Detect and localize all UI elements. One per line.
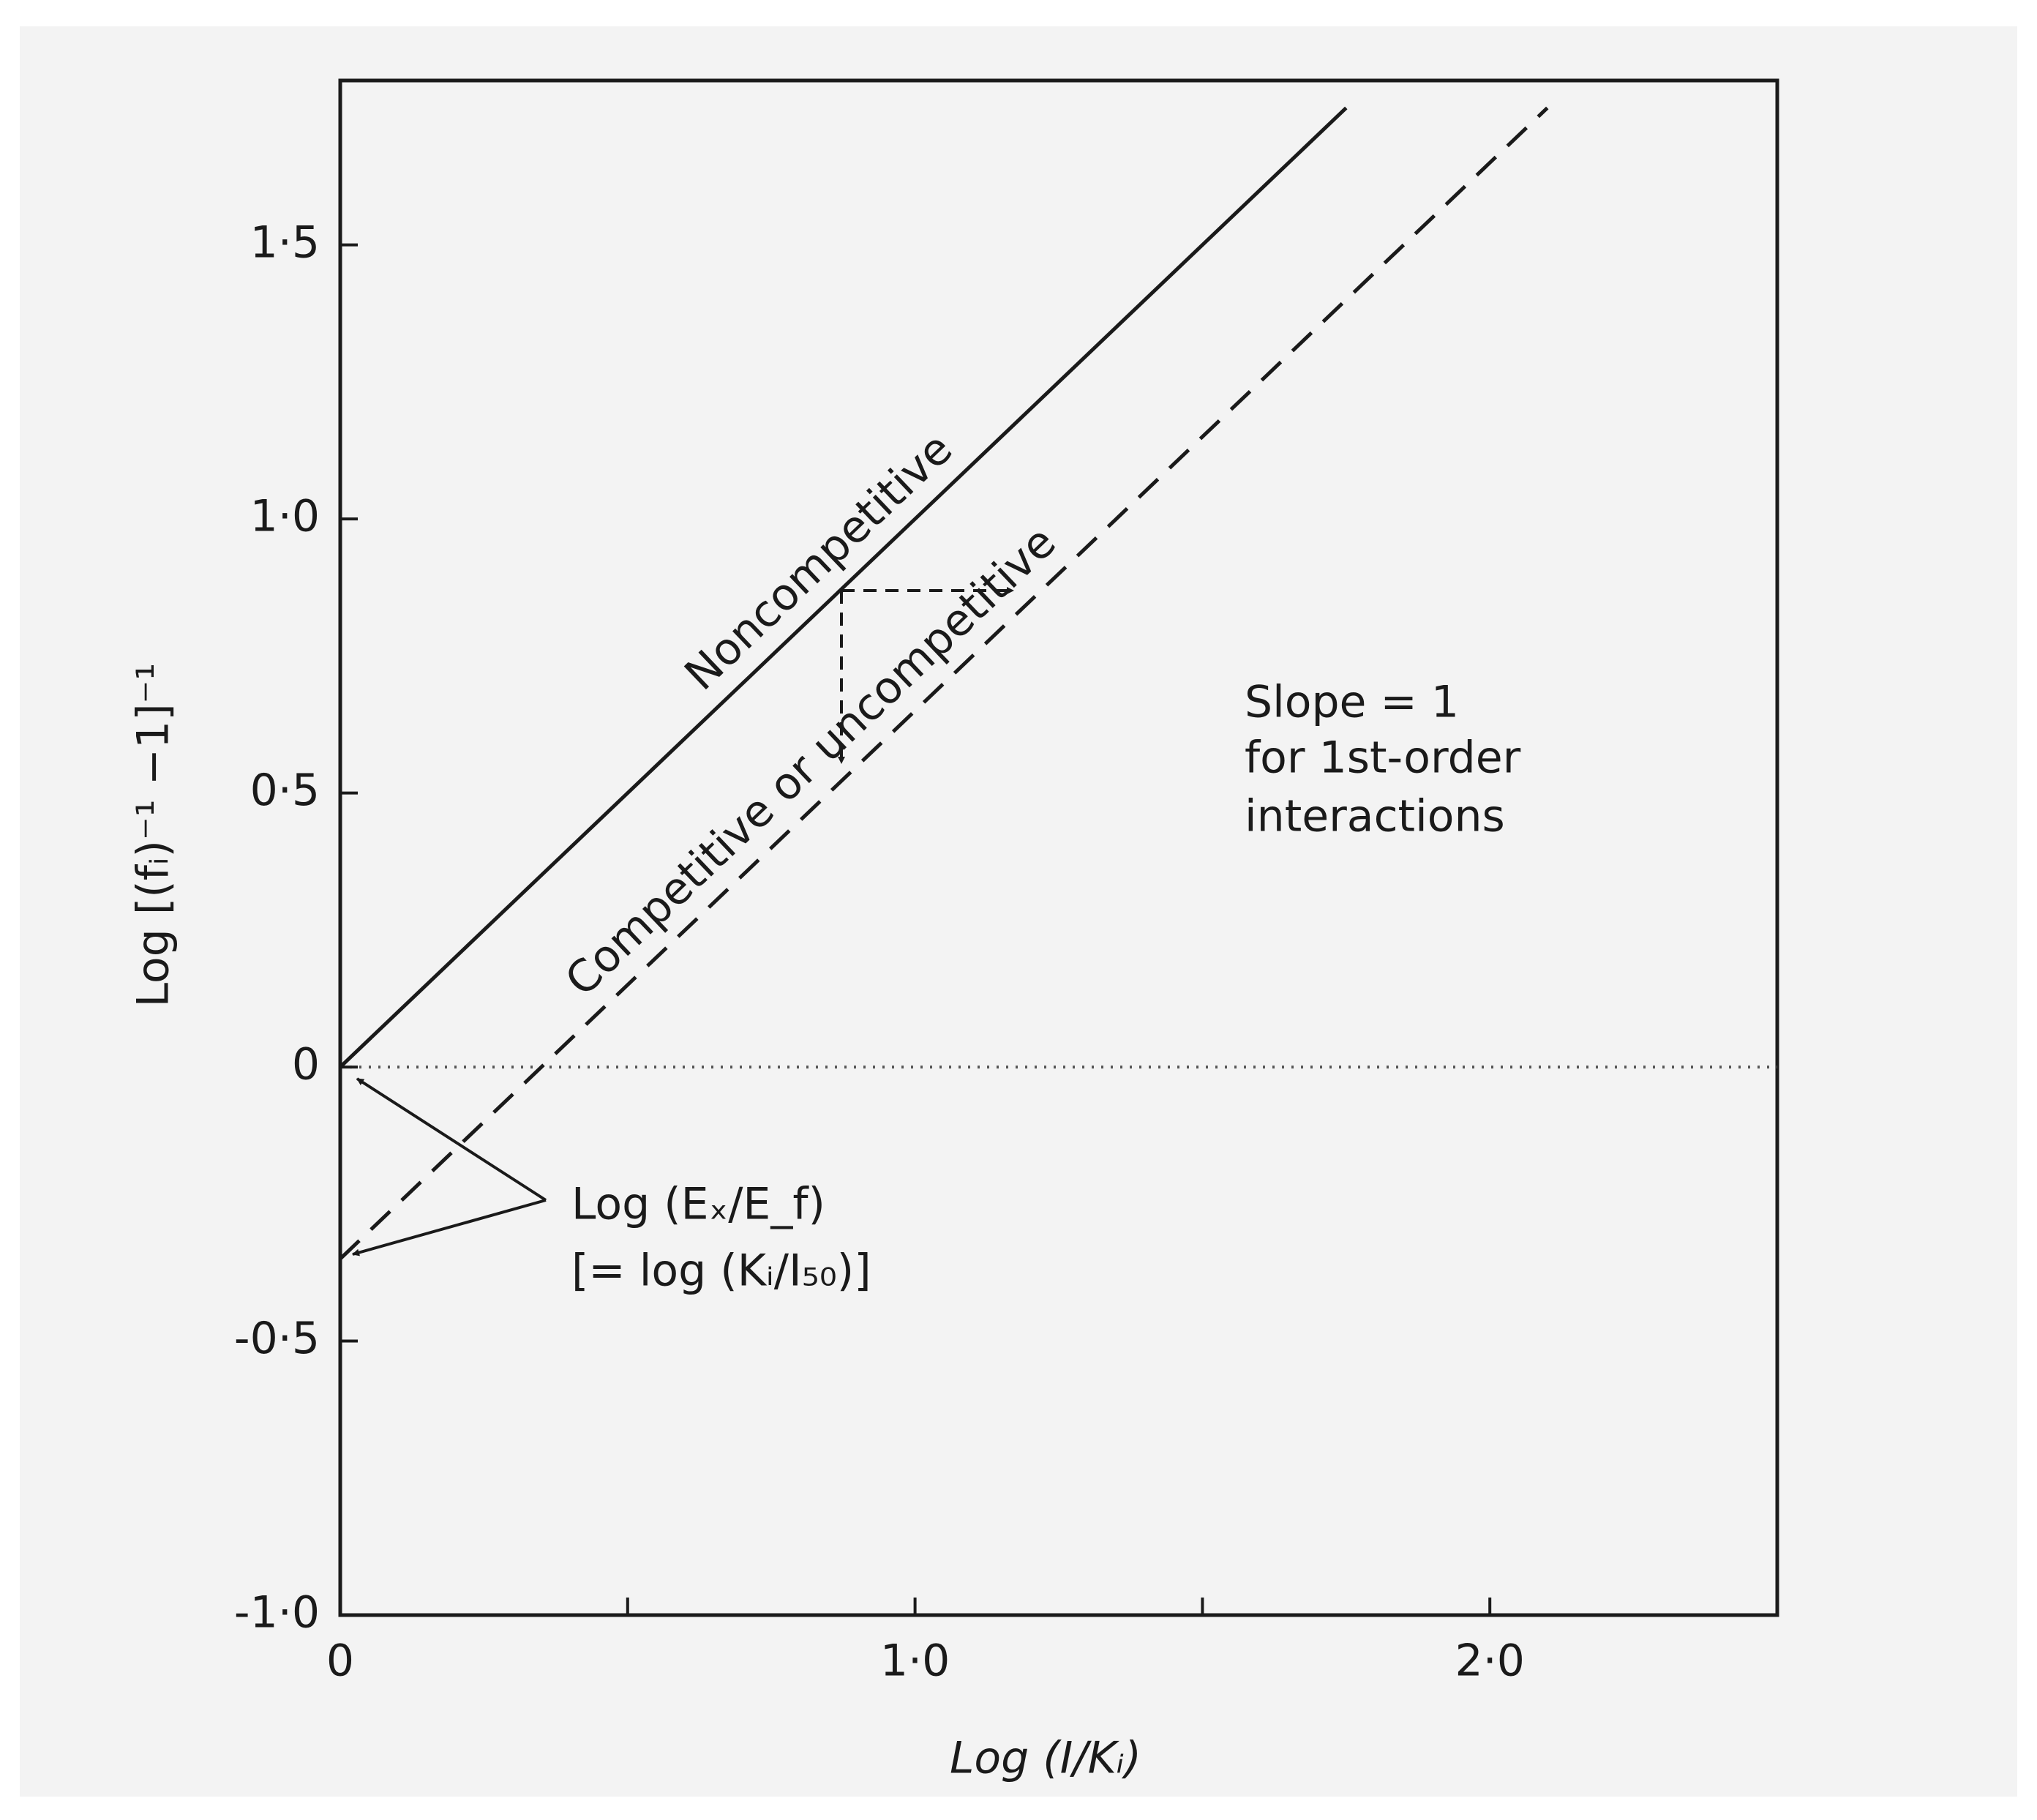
y-tick-label: -0·5 xyxy=(234,1313,320,1364)
x-axis-label: Log (I/Kᵢ) xyxy=(950,1733,1141,1784)
plot-frame xyxy=(338,78,1779,1617)
arrow xyxy=(352,1199,547,1257)
annotation: for 1st-order xyxy=(1245,733,1521,784)
y-axis-label: Log [(fᵢ)⁻¹ −1]⁻¹ xyxy=(128,663,179,1008)
series-line xyxy=(339,106,1549,1261)
y-tick-label: 0·5 xyxy=(250,765,320,816)
annotation: interactions xyxy=(1245,791,1505,842)
x-tick-label: 0 xyxy=(326,1636,354,1687)
y-tick-label: 1·5 xyxy=(250,217,320,268)
annotation-arrows xyxy=(352,587,1014,1257)
y-tick-label: -1·0 xyxy=(234,1587,320,1639)
x-tick-label: 2·0 xyxy=(1455,1636,1524,1687)
series-line xyxy=(339,106,1348,1068)
y-tick-label: 1·0 xyxy=(250,491,320,542)
annotation: Log (Eₓ/E_f) xyxy=(571,1179,825,1230)
annotation: Slope = 1 xyxy=(1245,677,1459,728)
arrow xyxy=(356,1077,547,1202)
y-tick-label: 0 xyxy=(292,1039,320,1090)
annotation: [= log (Kᵢ/I₅₀)] xyxy=(571,1246,871,1297)
background xyxy=(20,26,2017,1797)
x-tick-label: 1·0 xyxy=(880,1636,950,1687)
